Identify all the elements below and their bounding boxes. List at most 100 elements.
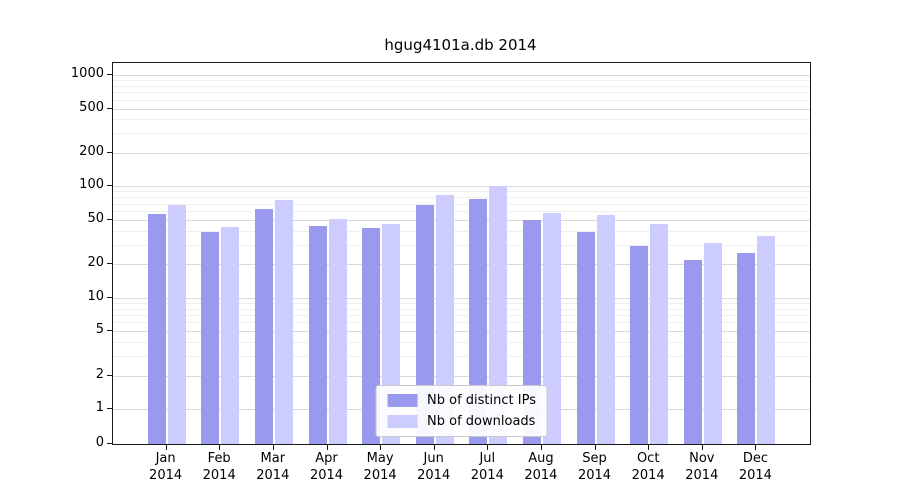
- y-tick-mark: [107, 151, 112, 153]
- y-tick-mark: [107, 74, 112, 75]
- legend-swatch-series2: [387, 415, 418, 428]
- gridline: [113, 297, 810, 299]
- gridline: [113, 99, 810, 101]
- y-tick-label: 500: [79, 99, 104, 115]
- y-tick-mark: [107, 263, 112, 265]
- x-tick-mark: [326, 445, 328, 450]
- gridline: [113, 92, 810, 94]
- bar-sep-series1: [576, 231, 595, 444]
- bar-jul-series2: [489, 186, 508, 444]
- x-tick-label: Jun 2014: [417, 451, 451, 483]
- bar-mar-series2: [274, 200, 293, 444]
- x-tick-label: Oct 2014: [631, 451, 665, 483]
- gridline: [113, 85, 810, 87]
- x-tick-mark: [540, 445, 542, 450]
- gridline: [113, 219, 810, 221]
- y-tick-label: 1: [95, 400, 104, 415]
- x-tick-label: May 2014: [363, 451, 397, 483]
- chart-title: hgug4101a.db 2014: [384, 36, 537, 54]
- gridline: [113, 211, 810, 212]
- y-axis: 0 1 2 5 10 20 50 100 200 500 1000: [40, 62, 104, 450]
- x-tick-mark: [594, 445, 596, 450]
- x-tick-label: Apr 2014: [309, 451, 344, 483]
- x-tick-label: Nov 2014: [685, 451, 719, 483]
- legend-label: Nb of distinct IPs: [427, 393, 536, 408]
- x-axis: Jan 2014 Feb 2014 Mar 2014 Apr 2014 May 2014…: [112, 450, 809, 494]
- bar-nov-series2: [703, 243, 722, 444]
- y-tick-label: 100: [79, 177, 104, 193]
- y-tick-mark: [107, 296, 112, 298]
- y-tick-label: 200: [79, 143, 104, 159]
- y-tick-label: 0: [95, 435, 104, 450]
- legend-row: Nb of downloads: [387, 414, 536, 429]
- bar-jan-series1: [147, 213, 166, 444]
- gridline: [113, 152, 810, 154]
- plot-area: Nb of distinct IPs Nb of downloads: [112, 62, 811, 445]
- legend-swatch-series1: [387, 394, 418, 407]
- gridline: [113, 119, 810, 121]
- x-tick-mark: [701, 445, 703, 450]
- x-tick-label: Jul 2014: [470, 451, 504, 483]
- x-tick-mark: [219, 445, 221, 450]
- y-tick-mark: [107, 107, 112, 109]
- bar-nov-series1: [683, 259, 702, 444]
- y-tick-label: 1000: [70, 66, 104, 81]
- gridline: [113, 75, 810, 76]
- bar-dec-series2: [757, 235, 776, 444]
- gridline: [113, 197, 810, 199]
- gridline: [113, 230, 810, 232]
- gridline: [113, 342, 810, 343]
- gridline: [113, 308, 810, 310]
- y-tick-mark: [107, 185, 112, 187]
- bar-jun-series2: [435, 194, 454, 444]
- bar-mar-series1: [254, 209, 273, 444]
- x-tick-mark: [165, 445, 167, 450]
- bar-feb-series2: [221, 227, 240, 444]
- x-tick-label: Feb 2014: [202, 451, 236, 483]
- x-tick-label: Dec 2014: [738, 451, 772, 483]
- y-tick-label: 20: [87, 255, 104, 271]
- gridline: [113, 186, 810, 188]
- gridline: [113, 375, 810, 377]
- gridline: [113, 322, 810, 324]
- gridline: [113, 302, 810, 304]
- bar-jul-series1: [469, 199, 488, 444]
- y-tick-mark: [107, 374, 112, 376]
- y-tick-mark: [107, 408, 112, 409]
- y-tick-label: 50: [87, 210, 104, 226]
- x-tick-label: Aug 2014: [524, 451, 558, 483]
- bar-oct-series2: [650, 223, 669, 444]
- bar-apr-series1: [308, 226, 327, 444]
- gridline: [113, 331, 810, 333]
- bar-apr-series2: [328, 218, 347, 444]
- gridline: [113, 314, 810, 316]
- y-tick-mark: [107, 330, 112, 332]
- gridline: [113, 264, 810, 266]
- x-tick-mark: [433, 445, 435, 450]
- bar-feb-series1: [201, 231, 220, 444]
- x-tick-mark: [487, 445, 489, 450]
- gridline: [113, 244, 810, 246]
- gridline: [113, 133, 810, 135]
- gridline: [113, 191, 810, 193]
- x-tick-label: Sep 2014: [577, 451, 612, 483]
- gridline: [113, 80, 810, 82]
- x-tick-mark: [755, 445, 757, 450]
- bar-jan-series2: [167, 205, 186, 444]
- x-tick-label: Jan 2014: [149, 451, 183, 483]
- bar-sep-series2: [596, 215, 615, 444]
- x-tick-mark: [380, 445, 382, 450]
- x-tick-label: Mar 2014: [256, 451, 290, 483]
- y-tick-label: 10: [87, 288, 104, 304]
- gridline: [113, 203, 810, 205]
- bar-jun-series1: [415, 205, 434, 444]
- y-tick-label: 2: [95, 366, 104, 382]
- y-tick-mark: [107, 443, 112, 444]
- gridline: [113, 108, 810, 110]
- gridline: [113, 355, 810, 357]
- bar-oct-series1: [630, 246, 649, 444]
- x-tick-mark: [272, 445, 274, 450]
- legend-label: Nb of downloads: [427, 414, 536, 429]
- legend-row: Nb of distinct IPs: [387, 393, 536, 408]
